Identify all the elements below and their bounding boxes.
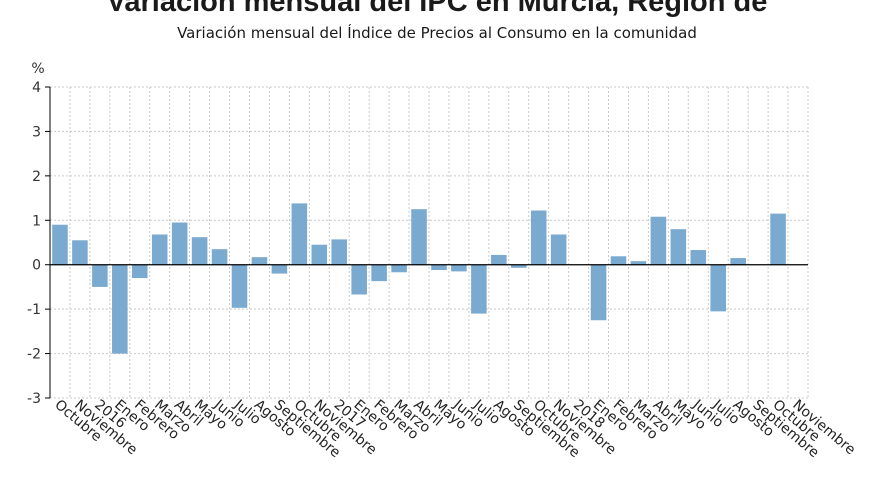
bar [231,264,248,308]
bar [550,234,567,265]
y-tick-label: -3 [27,391,41,407]
y-tick-label: -1 [27,302,41,318]
bar [351,264,367,295]
bar [251,257,268,265]
y-tick-label: -2 [27,347,41,363]
y-axis-label: % [31,61,44,77]
bar [630,261,647,265]
bar [271,264,288,274]
bar [311,244,328,265]
y-tick-label: 0 [32,258,41,274]
y-tick-label: 1 [32,213,41,229]
bar [191,237,208,265]
bar [650,216,667,265]
chart-subtitle: Variación mensual del Índice de Precios … [177,24,697,42]
chart-title: Variación mensual del IPC en Murcia, Reg… [106,0,768,18]
bar [391,264,407,273]
bar [510,264,527,268]
y-tick-label: 3 [32,124,41,140]
y-tick-label: 4 [32,80,41,96]
bar [411,209,427,265]
y-tick-labels: 4 3 2 1 0 -1 -2 -3 [27,80,41,407]
bar [690,250,707,265]
y-tick-label: 2 [32,169,41,185]
bar [211,249,228,265]
x-tick-labels: OctubreNoviembre2016EneroFebreroMarzoAbr… [51,396,858,461]
bar [131,264,148,279]
bar [151,234,168,265]
bar [52,224,68,265]
bar [92,264,108,287]
axes [45,86,808,399]
bar [610,256,627,265]
bar [112,264,128,354]
bar [431,264,447,271]
bar [471,264,487,314]
bar [670,229,687,265]
bar [371,264,387,282]
bar [770,213,786,265]
bar [730,258,746,265]
bar [171,222,188,265]
bars [52,203,786,354]
bar [72,240,88,265]
bar [291,203,308,265]
bar [710,264,727,312]
bar [530,210,547,265]
bar [331,239,348,265]
bar [451,264,467,272]
bar [491,254,507,265]
bar [590,264,607,321]
